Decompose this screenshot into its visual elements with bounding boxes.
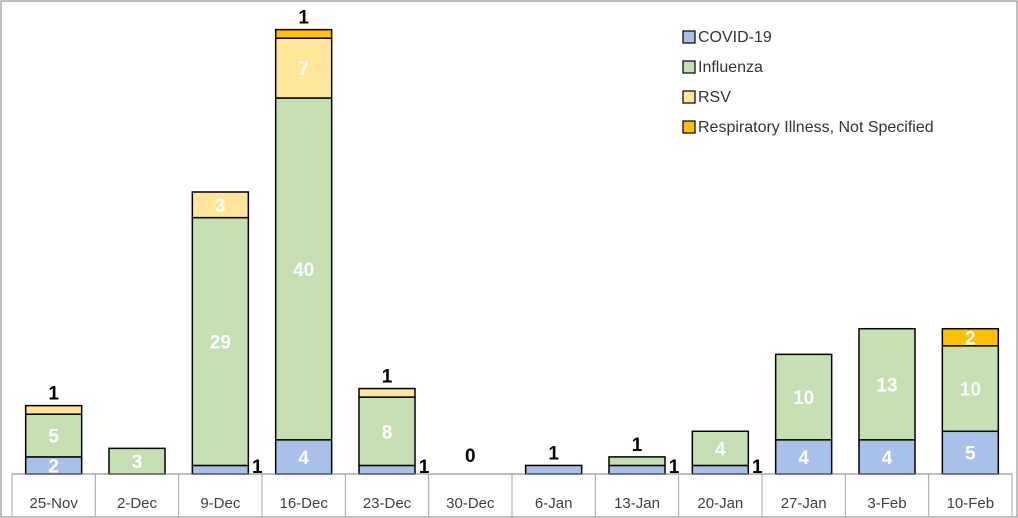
data-label: 1 xyxy=(548,443,559,464)
legend-label: Influenza xyxy=(698,59,763,76)
bar-segment xyxy=(524,464,583,475)
x-tick-label: 20-Jan xyxy=(697,495,743,512)
x-tick-label: 27-Jan xyxy=(781,495,827,512)
legend-swatch xyxy=(682,120,696,134)
bar-segment xyxy=(191,216,250,467)
data-label: 4 xyxy=(882,448,893,469)
x-tick-label: 10-Feb xyxy=(947,495,995,512)
data-label: 4 xyxy=(298,448,309,469)
x-tick-label: 3-Feb xyxy=(867,495,906,512)
data-label: 2 xyxy=(48,456,59,477)
data-label: 10 xyxy=(793,388,814,409)
data-label: 5 xyxy=(965,444,976,465)
category-dividers xyxy=(11,474,1013,517)
legend-label: COVID-19 xyxy=(698,29,772,46)
bar-segment xyxy=(358,464,416,475)
bar-segment xyxy=(191,464,250,475)
x-tick-label: 9-Dec xyxy=(200,495,241,512)
bar-segment xyxy=(358,387,416,398)
x-axis: 25-Nov 2-Dec 9-Dec 16-Dec 23-Dec 30-Dec 6-Jan 1… xyxy=(12,473,1012,512)
data-label: 1 xyxy=(252,457,263,478)
bar-segment xyxy=(274,28,333,39)
data-label: 13 xyxy=(876,375,897,396)
data-label: 4 xyxy=(715,439,726,460)
x-tick-label: 16-Dec xyxy=(279,495,328,512)
bar-segment xyxy=(774,353,833,441)
data-label: 1 xyxy=(382,367,393,388)
x-tick-label: 25-Nov xyxy=(29,495,78,512)
bar-segment xyxy=(358,396,416,467)
bar-segment xyxy=(858,439,916,475)
data-label: 3 xyxy=(132,452,143,473)
bar-segment xyxy=(608,456,666,467)
data-label: 0 xyxy=(465,446,476,467)
x-tick-label: 2-Dec xyxy=(117,495,158,512)
data-label: 4 xyxy=(798,448,809,469)
data-label: 1 xyxy=(298,8,309,29)
data-label: 10 xyxy=(960,380,981,401)
data-label: 1 xyxy=(632,435,643,456)
bar-segment xyxy=(774,439,833,475)
bar-segment xyxy=(941,345,1000,433)
data-label: 1 xyxy=(752,457,763,478)
bar-segment xyxy=(691,430,750,467)
data-label: 1 xyxy=(669,457,680,478)
x-tick-label: 6-Jan xyxy=(535,495,573,512)
data-label: 7 xyxy=(298,59,309,80)
legend-swatch xyxy=(682,90,696,104)
x-tick-label: 23-Dec xyxy=(363,495,412,512)
bar-segment xyxy=(608,464,666,475)
data-label: 2 xyxy=(965,328,976,349)
x-tick-label: 13-Jan xyxy=(614,495,660,512)
bar-segment xyxy=(858,327,916,441)
data-label: 40 xyxy=(293,260,314,281)
data-label: 1 xyxy=(48,384,59,405)
data-label: 3 xyxy=(215,196,226,217)
legend-swatch xyxy=(682,60,696,74)
x-tick-label: 30-Dec xyxy=(446,495,495,512)
data-label: 5 xyxy=(48,427,59,448)
bar-segment xyxy=(191,191,250,219)
legend-swatch xyxy=(682,30,696,44)
bar-segment xyxy=(691,464,750,475)
bar-segment xyxy=(941,327,1000,347)
bar-segment xyxy=(24,404,83,415)
data-label: 1 xyxy=(419,457,430,478)
legend-label: RSV xyxy=(698,89,731,106)
bar-segment xyxy=(274,97,333,441)
legend: COVID-19 Influenza RSV Respiratory Illness,… xyxy=(682,29,934,136)
bars xyxy=(24,28,1000,475)
data-label: 29 xyxy=(210,333,231,354)
data-label: 8 xyxy=(382,422,393,443)
legend-label: Respiratory Illness, Not Specified xyxy=(698,119,934,136)
